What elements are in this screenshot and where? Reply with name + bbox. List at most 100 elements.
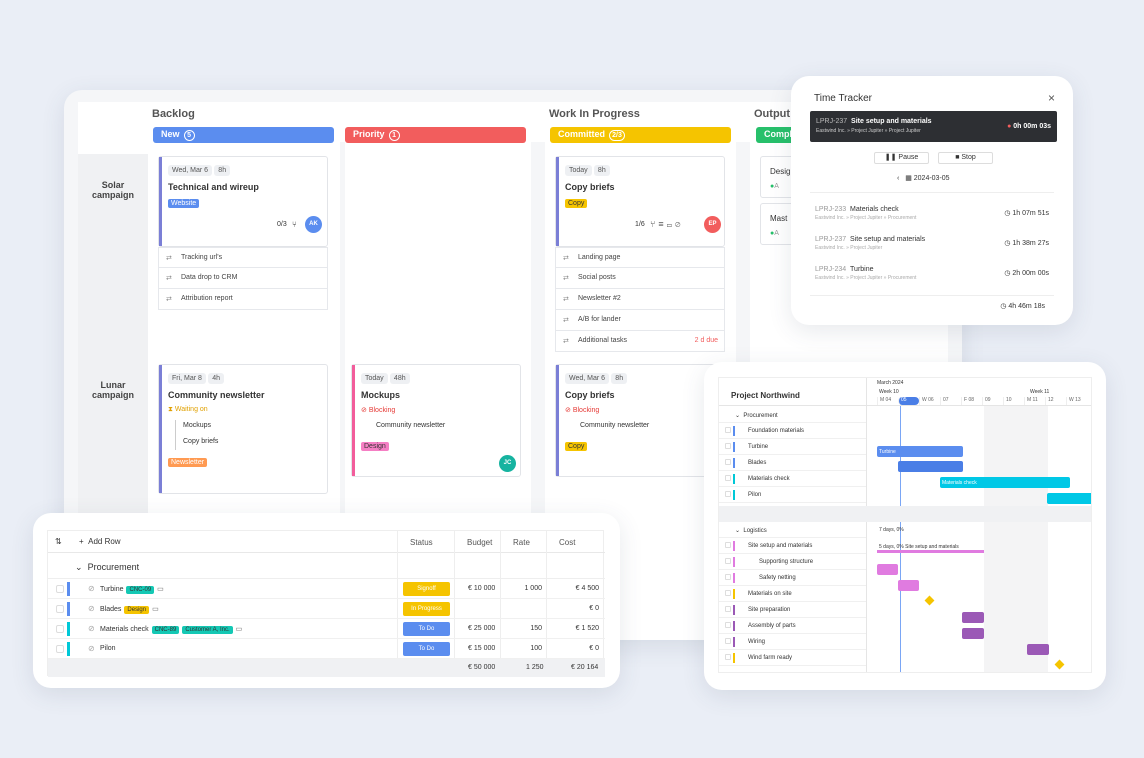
gantt-row[interactable]: Site preparation <box>719 602 866 618</box>
gantt-row[interactable]: Blades <box>719 455 866 471</box>
subtask-item[interactable]: ⇄ Data drop to CRM <box>158 268 328 289</box>
row-name: Turbine CNC-09 ▭ <box>100 586 164 594</box>
status-priority[interactable]: Priority 1 <box>345 127 526 143</box>
header-budget: Budget <box>467 538 493 547</box>
stop-icon: ■ <box>955 154 960 161</box>
budget-cell[interactable]: € 10 000 <box>468 585 496 592</box>
row-checkbox[interactable] <box>56 645 64 653</box>
rate-cell[interactable]: 150 <box>530 625 542 632</box>
day-label: 05 <box>898 397 919 405</box>
table-row[interactable]: ⊘ Turbine CNC-09 ▭ Signoff € 10 000 1 000 … <box>48 579 605 599</box>
date-nav[interactable]: ‹ ▦ 2024-03-05 <box>897 175 950 182</box>
budget-cell[interactable]: € 25 000 <box>468 625 496 632</box>
rate-cell[interactable]: 1 000 <box>524 585 542 592</box>
check-circle-icon[interactable]: ⊘ <box>88 604 95 613</box>
bar-safety-netting[interactable] <box>898 580 919 591</box>
milestone-materials-on-site[interactable] <box>924 595 935 606</box>
status-badge[interactable]: To Do <box>403 622 450 636</box>
status-badge[interactable]: Signoff <box>403 582 450 596</box>
bar-wiring[interactable] <box>1027 644 1049 655</box>
gantt-group[interactable]: ⌄ Logistics <box>719 522 866 538</box>
table-row[interactable]: ⊘ Blades Design ▭ In Progress € 0 <box>48 599 605 619</box>
gantt-row[interactable]: Foundation materials <box>719 423 866 439</box>
subtask-item[interactable]: ⇄ Social posts <box>555 268 725 289</box>
status-badge[interactable]: To Do <box>403 642 450 656</box>
status-committed[interactable]: Committed 2/3 <box>550 127 731 143</box>
gantt-row[interactable]: Pilon <box>719 487 866 503</box>
subtask-item[interactable]: ⇄ Landing page <box>555 247 725 268</box>
subtask-icon: ⑂ <box>292 220 297 229</box>
table-row[interactable]: ⊘ Materials check CNC-89 Customer A, Inc. ▭… <box>48 619 605 639</box>
check-circle-icon[interactable]: ⊘ <box>88 644 95 653</box>
card-title: Community newsletter <box>168 390 265 400</box>
card-copy-briefs-2[interactable]: Wed, Mar 6 8h Copy briefs ⊘ Blocking Com… <box>555 364 725 477</box>
gantt-row[interactable]: Site setup and materials <box>719 538 866 554</box>
row-tag: CNC-89 <box>151 626 180 634</box>
comment-icon[interactable]: ▭ <box>235 626 243 633</box>
comment-icon[interactable]: ▭ <box>152 606 159 613</box>
bar-pilon[interactable] <box>1047 493 1091 504</box>
table-row[interactable]: ⊘ Pilon To Do € 15 000 100 € 0 <box>48 639 605 659</box>
card-technical-wireup[interactable]: Wed, Mar 6 8h Technical and wireup Websi… <box>158 156 328 247</box>
group-procurement[interactable]: ⌄ Procurement <box>75 562 140 572</box>
row-checkbox[interactable] <box>56 585 64 593</box>
avatar[interactable]: AK <box>305 216 322 233</box>
avatar[interactable]: JC <box>499 455 516 472</box>
subtask-progress: 0/3 <box>277 221 287 228</box>
lane-lunar: Lunar campaign <box>78 354 148 514</box>
subtask-item[interactable]: ⇄ Additional tasks 2 d due <box>555 331 725 352</box>
row-color-bar <box>67 642 70 656</box>
bar-summary[interactable] <box>877 550 984 553</box>
row-checkbox[interactable] <box>56 625 64 633</box>
stopwatch-icon: ◷ <box>1000 303 1007 310</box>
subtask-item[interactable]: ⇄ Newsletter #2 <box>555 289 725 310</box>
check-circle-icon[interactable]: ⊘ <box>88 584 95 593</box>
gantt-row[interactable]: Assembly of parts <box>719 618 866 634</box>
bar-materials-check[interactable]: Materials check <box>940 477 1070 488</box>
avatar[interactable]: EP <box>704 216 721 233</box>
bar-site-preparation[interactable] <box>962 612 984 623</box>
bar-turbine[interactable]: Turbine <box>877 446 963 457</box>
check-circle-icon[interactable]: ⊘ <box>88 624 95 633</box>
column-backlog: Backlog <box>152 108 195 120</box>
card-mockups[interactable]: Today 48h Mockups ⊘ Blocking Community n… <box>351 364 521 477</box>
status-new[interactable]: New 5 <box>153 127 334 143</box>
gantt-row[interactable]: Materials on site <box>719 586 866 602</box>
milestone-wind-farm-ready[interactable] <box>1054 659 1065 670</box>
day-label: 12 <box>1045 397 1066 405</box>
budget-cell[interactable]: € 15 000 <box>468 645 496 652</box>
rate-cell[interactable]: 100 <box>530 645 542 652</box>
tracker-entry[interactable]: LPRJ-234 Turbine Eastwind Inc. » Project… <box>815 266 1049 281</box>
subtask-item[interactable]: ⇄ Tracking url's <box>158 247 328 268</box>
bar-assembly[interactable] <box>962 628 984 639</box>
row-checkbox[interactable] <box>56 605 64 613</box>
bar-supporting-structure[interactable] <box>877 564 898 575</box>
today-line <box>900 405 901 672</box>
card-copy-briefs[interactable]: Today 8h Copy briefs Copy 1/6 ⑂≡▭⊘ EP <box>555 156 725 247</box>
comment-icon[interactable]: ▭ <box>157 586 164 593</box>
stop-button[interactable]: ■ Stop <box>938 152 993 164</box>
gantt-row[interactable]: Wind farm ready <box>719 650 866 666</box>
gantt-row[interactable]: Materials check <box>719 471 866 487</box>
gantt-group[interactable]: ⌄ Procurement <box>719 407 866 423</box>
gantt-row[interactable]: Safety netting <box>719 570 866 586</box>
bar-blades[interactable] <box>898 461 963 472</box>
status-badge[interactable]: In Progress <box>403 602 450 616</box>
card-tag: Copy <box>565 199 588 208</box>
tracker-entry[interactable]: LPRJ-233 Materials check Eastwind Inc. »… <box>815 206 1049 221</box>
gantt-row[interactable]: Wiring <box>719 634 866 650</box>
pause-button[interactable]: ❚❚ Pause <box>874 152 929 164</box>
collapse-icon[interactable]: ⇅ <box>55 537 62 546</box>
active-timer[interactable]: LPRJ-237 Site setup and materials Eastwi… <box>810 111 1057 142</box>
tracker-entry[interactable]: LPRJ-237 Site setup and materials Eastwi… <box>815 236 1049 251</box>
gantt-row[interactable]: Supporting structure <box>719 554 866 570</box>
row-tag: CNC-09 <box>126 586 155 594</box>
block-icon: ⊘ <box>361 407 367 414</box>
check-icon: ●A <box>770 183 779 190</box>
gantt-row[interactable]: Turbine <box>719 439 866 455</box>
subtask-item[interactable]: ⇄ Attribution report <box>158 289 328 310</box>
close-icon[interactable]: × <box>1047 91 1055 105</box>
card-community-newsletter[interactable]: Fri, Mar 8 4h Community newsletter ⧗ Wai… <box>158 364 328 494</box>
subtask-item[interactable]: ⇄ A/B for lander <box>555 310 725 331</box>
add-row-button[interactable]: + Add Row <box>79 537 121 546</box>
